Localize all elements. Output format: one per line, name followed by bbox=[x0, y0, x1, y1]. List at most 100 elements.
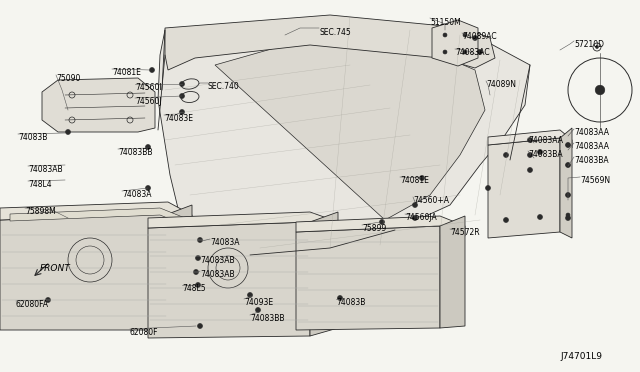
Text: 74083BA: 74083BA bbox=[528, 150, 563, 159]
Text: 74083E: 74083E bbox=[164, 114, 193, 123]
Polygon shape bbox=[10, 208, 185, 225]
Circle shape bbox=[179, 93, 184, 99]
Circle shape bbox=[413, 215, 417, 221]
Text: 74083B: 74083B bbox=[336, 298, 365, 307]
Circle shape bbox=[463, 33, 467, 37]
Text: FRONT: FRONT bbox=[40, 264, 71, 273]
Circle shape bbox=[566, 143, 570, 147]
Text: 74083AB: 74083AB bbox=[200, 270, 235, 279]
Circle shape bbox=[527, 153, 532, 157]
Polygon shape bbox=[488, 138, 560, 238]
Polygon shape bbox=[440, 216, 465, 328]
Text: 62080FA: 62080FA bbox=[16, 300, 49, 309]
Text: 74083BB: 74083BB bbox=[250, 314, 285, 323]
Polygon shape bbox=[158, 16, 530, 255]
Circle shape bbox=[45, 298, 51, 302]
Circle shape bbox=[419, 176, 424, 180]
Text: 74083BA: 74083BA bbox=[574, 156, 609, 165]
Text: 74083BB: 74083BB bbox=[118, 148, 152, 157]
Text: 74560JA: 74560JA bbox=[405, 213, 436, 222]
Circle shape bbox=[472, 35, 477, 41]
Circle shape bbox=[179, 109, 184, 115]
Circle shape bbox=[504, 153, 509, 157]
Polygon shape bbox=[215, 38, 485, 220]
Text: 74569N: 74569N bbox=[580, 176, 610, 185]
Text: 74572R: 74572R bbox=[450, 228, 479, 237]
Circle shape bbox=[566, 163, 570, 167]
Circle shape bbox=[65, 129, 70, 135]
Polygon shape bbox=[0, 214, 168, 330]
Circle shape bbox=[380, 219, 385, 224]
Circle shape bbox=[179, 81, 184, 87]
Circle shape bbox=[538, 150, 543, 154]
Circle shape bbox=[443, 33, 447, 37]
Text: 74560I: 74560I bbox=[135, 83, 162, 92]
Circle shape bbox=[566, 142, 570, 148]
Polygon shape bbox=[310, 212, 338, 336]
Polygon shape bbox=[0, 202, 192, 225]
Text: 74083AA: 74083AA bbox=[528, 136, 563, 145]
Text: 74081E: 74081E bbox=[400, 176, 429, 185]
Text: 74089N: 74089N bbox=[486, 80, 516, 89]
Circle shape bbox=[566, 213, 570, 217]
Circle shape bbox=[504, 218, 509, 222]
Text: 74083AB: 74083AB bbox=[200, 256, 235, 265]
Circle shape bbox=[595, 85, 605, 95]
Text: SEC.740: SEC.740 bbox=[208, 82, 240, 91]
Circle shape bbox=[413, 202, 417, 208]
Circle shape bbox=[193, 269, 198, 275]
Circle shape bbox=[566, 163, 570, 167]
Polygon shape bbox=[488, 130, 572, 148]
Circle shape bbox=[527, 167, 532, 173]
Polygon shape bbox=[148, 212, 338, 232]
Text: 748L4: 748L4 bbox=[28, 180, 52, 189]
Text: 74083A: 74083A bbox=[122, 190, 152, 199]
Text: 75090: 75090 bbox=[56, 74, 81, 83]
Text: 74560+A: 74560+A bbox=[413, 196, 449, 205]
Text: J74701L9: J74701L9 bbox=[560, 352, 602, 361]
Polygon shape bbox=[165, 15, 495, 70]
Text: 74089AC: 74089AC bbox=[462, 32, 497, 41]
Text: 748L5: 748L5 bbox=[182, 284, 205, 293]
Circle shape bbox=[566, 193, 570, 197]
Circle shape bbox=[566, 192, 570, 198]
Text: 74083AA: 74083AA bbox=[574, 128, 609, 137]
Text: 51150M: 51150M bbox=[430, 18, 461, 27]
Text: 74083AA: 74083AA bbox=[574, 142, 609, 151]
Circle shape bbox=[145, 144, 150, 150]
Text: 75899: 75899 bbox=[362, 224, 387, 233]
Circle shape bbox=[337, 295, 342, 301]
Circle shape bbox=[195, 256, 200, 260]
Circle shape bbox=[145, 186, 150, 190]
Text: 74083B: 74083B bbox=[18, 133, 47, 142]
Circle shape bbox=[566, 215, 570, 221]
Text: SEC.745: SEC.745 bbox=[319, 28, 351, 37]
Circle shape bbox=[595, 45, 598, 48]
Circle shape bbox=[150, 67, 154, 73]
Circle shape bbox=[198, 237, 202, 243]
Text: 74083A: 74083A bbox=[210, 238, 239, 247]
Text: 74093E: 74093E bbox=[244, 298, 273, 307]
Text: 75898M: 75898M bbox=[25, 207, 56, 216]
Text: 74083AB: 74083AB bbox=[28, 165, 63, 174]
Text: 74083AC: 74083AC bbox=[455, 48, 490, 57]
Text: 62080F: 62080F bbox=[130, 328, 159, 337]
Polygon shape bbox=[296, 226, 440, 330]
Circle shape bbox=[486, 186, 490, 190]
Text: 57210D: 57210D bbox=[574, 40, 604, 49]
Circle shape bbox=[255, 308, 260, 312]
Polygon shape bbox=[148, 222, 310, 338]
Polygon shape bbox=[432, 20, 478, 66]
Polygon shape bbox=[296, 216, 465, 236]
Text: 74081E: 74081E bbox=[112, 68, 141, 77]
Circle shape bbox=[443, 50, 447, 54]
Circle shape bbox=[477, 49, 483, 55]
Circle shape bbox=[463, 50, 467, 54]
Polygon shape bbox=[42, 78, 155, 132]
Text: 74560J: 74560J bbox=[135, 97, 162, 106]
Circle shape bbox=[538, 215, 543, 219]
Circle shape bbox=[248, 292, 253, 298]
Polygon shape bbox=[560, 128, 572, 238]
Polygon shape bbox=[168, 205, 192, 330]
Circle shape bbox=[527, 138, 532, 142]
